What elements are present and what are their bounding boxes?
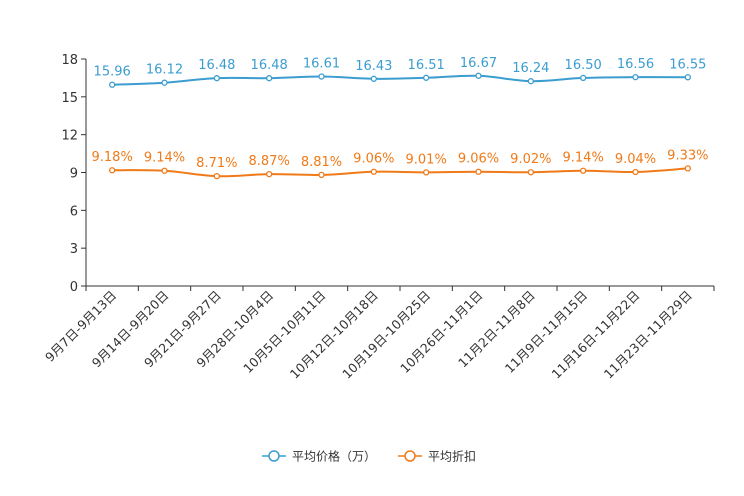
data-label: 16.48 bbox=[198, 58, 235, 73]
y-tick-label: 9 bbox=[70, 167, 78, 182]
data-label: 16.67 bbox=[460, 56, 497, 71]
data-label: 16.43 bbox=[355, 59, 392, 74]
y-tick-label: 3 bbox=[70, 242, 78, 257]
x-tick-label: 10月19日-10月25日 bbox=[339, 288, 433, 382]
y-tick-label: 18 bbox=[61, 53, 78, 68]
data-point[interactable] bbox=[632, 168, 639, 176]
data-point[interactable] bbox=[580, 167, 587, 174]
data-label: 16.55 bbox=[669, 57, 706, 72]
data-point[interactable] bbox=[423, 169, 430, 176]
data-label: 9.14% bbox=[144, 151, 185, 166]
data-point[interactable] bbox=[475, 168, 482, 175]
y-tick-label: 6 bbox=[70, 204, 78, 219]
legend[interactable]: 平均价格（万） 平均折扣 bbox=[262, 449, 476, 464]
data-point[interactable] bbox=[632, 74, 639, 81]
data-point[interactable] bbox=[684, 165, 691, 172]
series-line-1 bbox=[112, 74, 688, 86]
data-point[interactable] bbox=[527, 78, 534, 85]
series-layer: 15.96 16.12 16.48 16.48 16.61 16.43 16.51 16.67… bbox=[92, 56, 708, 180]
data-label: 16.24 bbox=[512, 61, 549, 76]
data-label: 9.06% bbox=[458, 152, 499, 167]
data-point[interactable] bbox=[318, 171, 325, 179]
data-point[interactable] bbox=[213, 173, 220, 180]
data-point[interactable] bbox=[161, 167, 168, 174]
legend-marker-2 bbox=[404, 450, 416, 462]
data-label: 9.14% bbox=[563, 151, 604, 166]
data-label: 16.61 bbox=[303, 57, 340, 72]
data-label: 9.18% bbox=[92, 150, 133, 165]
data-point[interactable] bbox=[266, 170, 273, 178]
data-label: 9.01% bbox=[406, 152, 447, 167]
data-label: 8.81% bbox=[301, 155, 342, 170]
data-point[interactable] bbox=[527, 169, 534, 176]
data-label: 8.71% bbox=[196, 156, 237, 171]
axes: 03691215189月7日-9月13日9月14日-9月20日9月21日-9月2… bbox=[42, 53, 715, 382]
data-point[interactable] bbox=[475, 72, 482, 79]
series-line-2 bbox=[112, 167, 688, 178]
data-point[interactable] bbox=[213, 75, 220, 82]
data-label: 16.50 bbox=[565, 58, 602, 73]
data-label: 9.33% bbox=[667, 148, 708, 163]
data-point[interactable] bbox=[109, 81, 116, 88]
y-tick-label: 15 bbox=[61, 91, 78, 106]
data-label: 16.12 bbox=[146, 63, 183, 78]
data-point[interactable] bbox=[580, 74, 587, 82]
legend-label-1[interactable]: 平均价格（万） bbox=[292, 449, 376, 464]
data-point[interactable] bbox=[161, 79, 168, 86]
data-point[interactable] bbox=[423, 74, 430, 81]
data-label: 8.87% bbox=[249, 154, 290, 169]
data-label: 16.48 bbox=[251, 58, 288, 73]
data-label: 9.06% bbox=[353, 152, 394, 167]
data-label: 15.96 bbox=[94, 65, 131, 80]
data-label: 16.51 bbox=[408, 58, 445, 73]
data-point[interactable] bbox=[266, 75, 273, 82]
legend-marker-1 bbox=[268, 450, 280, 462]
data-point[interactable] bbox=[318, 73, 325, 80]
data-point[interactable] bbox=[370, 168, 377, 175]
data-point[interactable] bbox=[684, 74, 691, 81]
data-point[interactable] bbox=[370, 75, 377, 82]
x-tick-label: 11月16日-11月22日 bbox=[548, 288, 642, 382]
x-tick-label: 10月12日-10月18日 bbox=[287, 288, 381, 382]
y-tick-label: 0 bbox=[70, 280, 78, 295]
y-tick-label: 12 bbox=[61, 129, 78, 144]
data-point[interactable] bbox=[109, 167, 116, 174]
legend-label-2[interactable]: 平均折扣 bbox=[428, 449, 476, 464]
data-label: 9.04% bbox=[615, 152, 656, 167]
data-label: 16.56 bbox=[617, 57, 654, 72]
x-tick-label: 11月23日-11月29日 bbox=[601, 288, 695, 382]
data-label: 9.02% bbox=[510, 152, 551, 167]
